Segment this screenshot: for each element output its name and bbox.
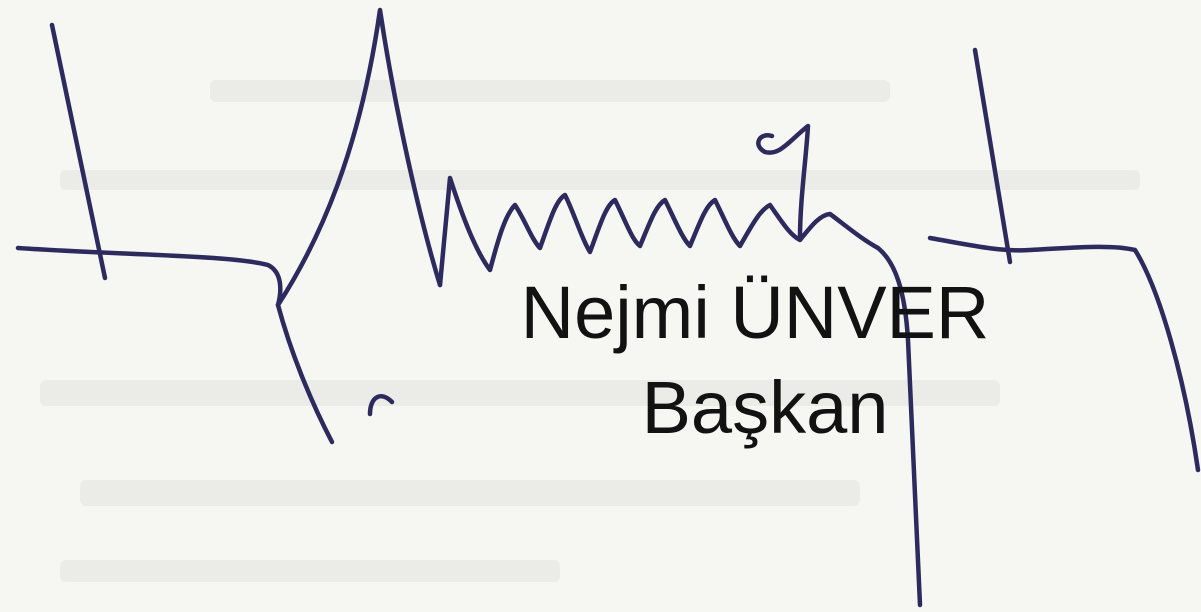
stroke: [49, 22, 108, 281]
stroke: [275, 7, 443, 308]
handwritten-signature: [15, 7, 1201, 608]
stroke: [927, 235, 1201, 473]
stroke: [756, 123, 811, 241]
signer-name: Nejmi ÜNVER: [521, 271, 990, 354]
signer-title: Başkan: [642, 366, 889, 449]
stroke: [437, 175, 923, 608]
stroke: [972, 47, 1013, 265]
stroke: [367, 394, 395, 417]
stroke: [15, 245, 335, 445]
faint-background-print: [40, 80, 1140, 582]
